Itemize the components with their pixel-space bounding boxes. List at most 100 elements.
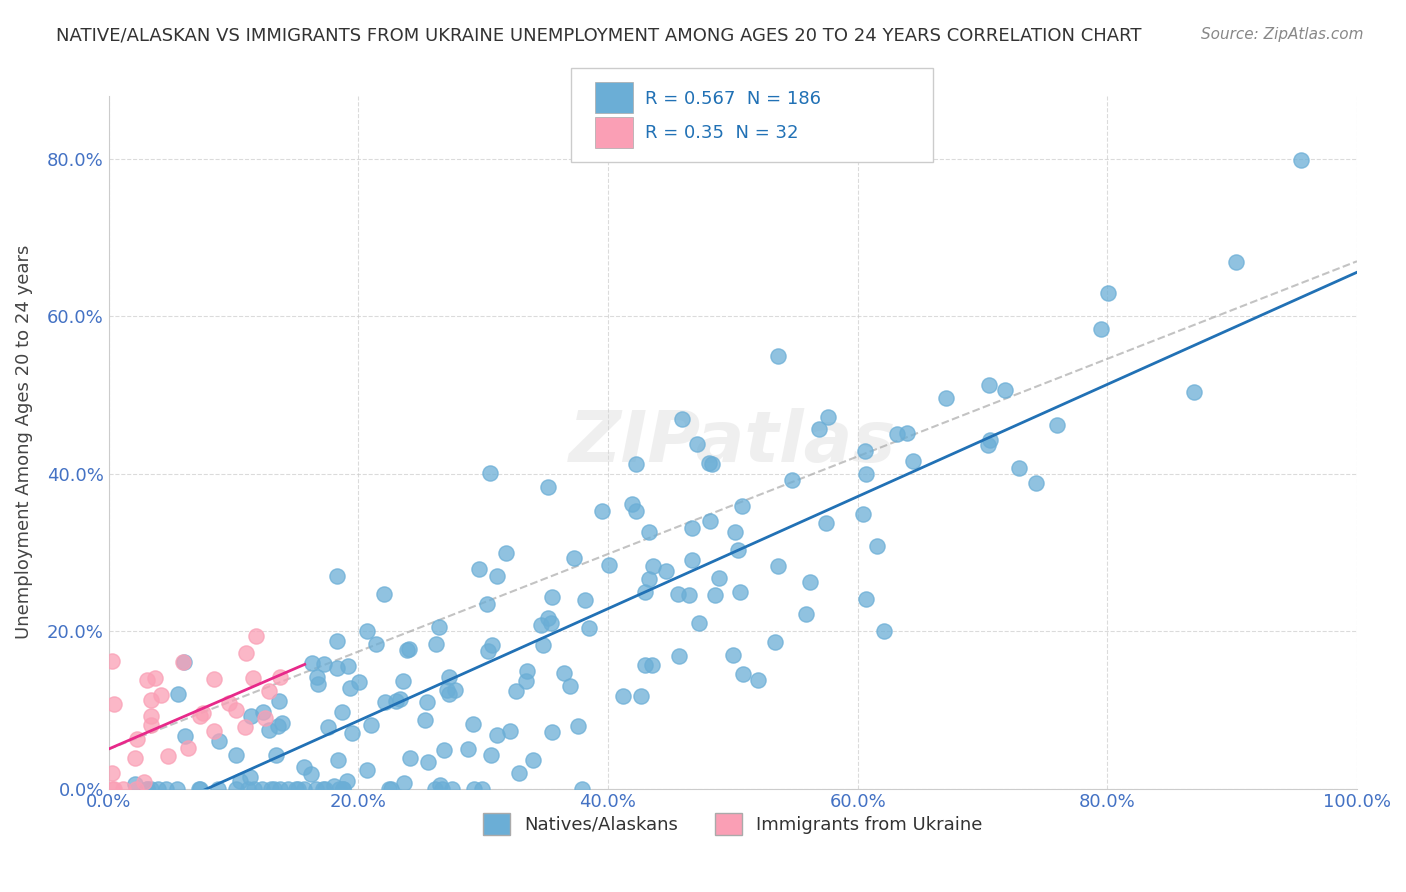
Point [374, 695, 396, 709]
Point [655, 564, 678, 578]
Point [373, 587, 395, 601]
Point [471, 781, 494, 796]
Text: ZIPatlas: ZIPatlas [569, 408, 897, 476]
Point [817, 410, 839, 425]
Point [853, 443, 876, 458]
Point [395, 642, 418, 657]
Point [225, 703, 247, 717]
Point [516, 664, 538, 678]
FancyBboxPatch shape [596, 82, 633, 113]
Point [537, 611, 560, 625]
Legend: Natives/Alaskans, Immigrants from Ukraine: Natives/Alaskans, Immigrants from Ukrain… [475, 805, 990, 842]
Point [305, 669, 328, 683]
Point [139, 693, 162, 707]
Point [794, 607, 817, 622]
Point [392, 776, 415, 790]
Point [1291, 153, 1313, 168]
Point [418, 756, 440, 770]
Point [1025, 476, 1047, 491]
Point [634, 585, 657, 599]
Point [444, 682, 467, 697]
Point [799, 574, 821, 589]
Point [326, 753, 349, 767]
Point [125, 731, 148, 746]
Point [190, 709, 212, 723]
Point [235, 720, 257, 734]
Point [392, 674, 415, 689]
Point [305, 781, 328, 796]
Point [541, 725, 564, 739]
Point [225, 747, 247, 762]
Point [101, 781, 124, 796]
Point [264, 747, 287, 762]
Point [141, 718, 163, 732]
Point [252, 705, 274, 719]
Point [901, 454, 924, 468]
Point [977, 438, 1000, 452]
Point [292, 760, 315, 774]
Point [731, 667, 754, 681]
Point [188, 781, 211, 796]
Point [340, 726, 363, 740]
Point [766, 558, 789, 573]
Point [486, 727, 509, 741]
Point [515, 673, 537, 688]
Point [239, 770, 262, 784]
Point [852, 508, 875, 522]
Point [425, 781, 447, 796]
Point [531, 638, 554, 652]
Point [425, 637, 447, 651]
Point [218, 696, 240, 710]
Point [671, 411, 693, 425]
Point [240, 709, 263, 723]
Point [721, 648, 744, 662]
Point [634, 657, 657, 672]
Point [124, 777, 146, 791]
Point [439, 687, 461, 701]
Point [332, 781, 354, 796]
Point [977, 377, 1000, 392]
Point [624, 457, 647, 471]
Point [380, 781, 402, 796]
Point [481, 639, 503, 653]
Point [260, 781, 283, 796]
Point [141, 708, 163, 723]
Point [270, 715, 292, 730]
Point [439, 670, 461, 684]
Point [336, 774, 359, 789]
Point [269, 670, 291, 684]
Point [886, 427, 908, 442]
Point [641, 658, 664, 673]
Point [172, 655, 194, 669]
Point [935, 391, 957, 405]
Point [284, 781, 307, 796]
Point [259, 683, 281, 698]
Point [688, 615, 710, 630]
Point [427, 620, 450, 634]
Point [235, 646, 257, 660]
Point [259, 723, 281, 737]
Point [314, 781, 336, 796]
Point [1182, 385, 1205, 400]
Point [621, 497, 644, 511]
Point [571, 781, 593, 796]
Point [111, 781, 134, 796]
Point [299, 767, 322, 781]
Point [167, 687, 190, 701]
Point [1090, 322, 1112, 336]
Point [263, 781, 285, 796]
Text: Source: ZipAtlas.com: Source: ZipAtlas.com [1201, 27, 1364, 42]
FancyBboxPatch shape [596, 117, 633, 148]
Point [322, 779, 344, 793]
Point [103, 781, 125, 796]
Y-axis label: Unemployment Among Ages 20 to 24 years: Unemployment Among Ages 20 to 24 years [15, 245, 32, 640]
Point [366, 637, 388, 651]
Point [250, 781, 273, 796]
Point [537, 481, 560, 495]
Point [702, 457, 724, 471]
Point [697, 456, 720, 470]
Point [896, 426, 918, 441]
Point [229, 774, 252, 789]
Point [207, 781, 229, 796]
Point [678, 589, 700, 603]
